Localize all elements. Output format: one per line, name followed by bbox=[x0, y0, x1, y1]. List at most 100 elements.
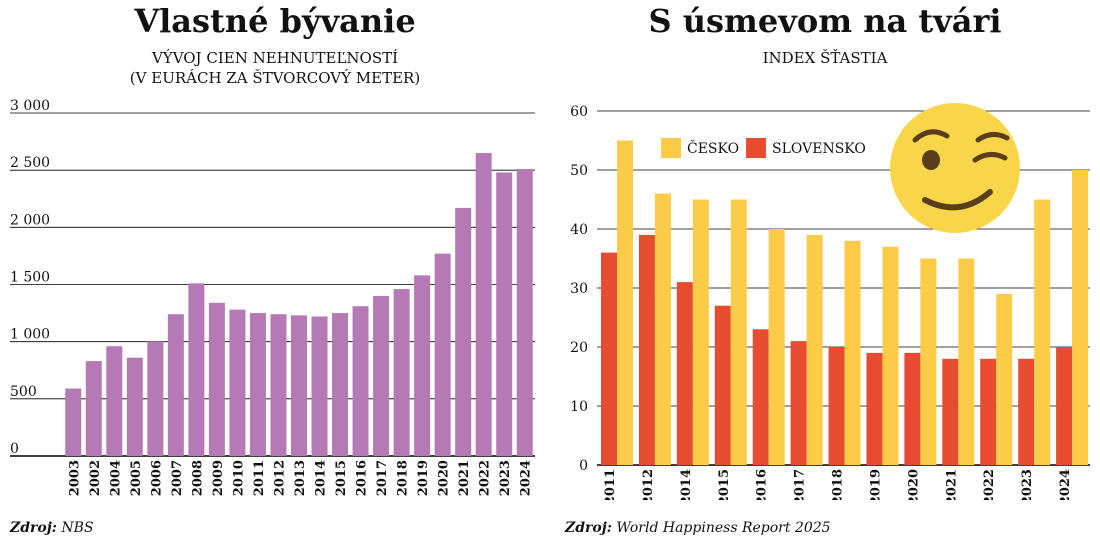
housing-x-tick-label: 2019 bbox=[416, 460, 431, 496]
happiness-y-tick-label: 60 bbox=[570, 104, 588, 120]
housing-x-tick-label: 2013 bbox=[293, 460, 308, 496]
housing-x-tick-label: 2010 bbox=[231, 460, 246, 496]
happiness-bar-cesko bbox=[882, 246, 899, 465]
housing-bar bbox=[290, 315, 308, 456]
happiness-bar-slovensko bbox=[714, 305, 731, 465]
housing-chart-title: Vlastné bývanie bbox=[134, 2, 416, 40]
happiness-bar-slovensko bbox=[1018, 358, 1035, 465]
housing-x-tick-label: 2007 bbox=[170, 460, 185, 496]
housing-bar bbox=[126, 357, 143, 456]
housing-y-tick-label: 1 000 bbox=[10, 327, 50, 343]
housing-price-chart: 0 500 1 000 1 500 2 000 2 500 3 000 2003 2002 200… bbox=[10, 98, 535, 496]
happiness-bar-cesko bbox=[844, 240, 861, 465]
happiness-bar-cesko bbox=[1072, 170, 1089, 465]
housing-chart-panel: Vlastné bývanie VÝVOJ CIEN NEHNUTEĽNOSTÍ… bbox=[10, 2, 535, 536]
housing-y-tick-label: 1 500 bbox=[10, 270, 50, 286]
housing-x-tick-label: 2012 bbox=[272, 460, 287, 496]
happiness-chart-title: S úsmevom na tvári bbox=[648, 2, 1002, 40]
housing-x-tick-label: 2002 bbox=[88, 460, 103, 496]
happiness-x-tick-label: 2024 bbox=[1058, 469, 1073, 500]
happiness-bar-cesko bbox=[920, 258, 937, 465]
happiness-x-tick-label: 2016 bbox=[755, 469, 770, 500]
housing-chart-subtitle-line2: (V EURÁCH ZA ŠTVORCOVÝ METER) bbox=[129, 69, 421, 87]
happiness-x-tick-label: 2022 bbox=[982, 469, 997, 500]
happiness-x-tick-label: 2018 bbox=[831, 469, 846, 500]
housing-x-tick-label: 2005 bbox=[129, 460, 144, 496]
happiness-x-tick-label: 2012 bbox=[641, 469, 656, 500]
housing-source-value: NBS bbox=[61, 520, 94, 536]
happiness-bar-slovensko bbox=[904, 352, 921, 465]
happiness-bar-slovensko bbox=[942, 358, 959, 465]
happiness-bar-slovensko bbox=[980, 358, 997, 465]
housing-x-tick-label: 2008 bbox=[190, 460, 205, 496]
happiness-bar-slovensko bbox=[638, 234, 655, 465]
happiness-bar-cesko bbox=[996, 293, 1013, 465]
housing-chart-subtitle-line1: VÝVOJ CIEN NEHNUTEĽNOSTÍ bbox=[151, 49, 399, 67]
winking-face-icon bbox=[890, 103, 1020, 233]
face-right-brow bbox=[975, 132, 1010, 143]
housing-bar bbox=[106, 346, 123, 456]
happiness-x-tick-label: 2023 bbox=[1020, 469, 1035, 500]
housing-x-tick-label: 2020 bbox=[437, 460, 452, 496]
housing-bar bbox=[311, 316, 328, 456]
happiness-bar-cesko bbox=[692, 199, 709, 465]
happiness-bar-cesko bbox=[730, 199, 747, 465]
happiness-bar-cesko bbox=[1034, 199, 1051, 465]
housing-x-tick-label: 2024 bbox=[519, 460, 534, 496]
happiness-bar-slovensko bbox=[676, 282, 693, 465]
housing-x-tick-label: 2023 bbox=[498, 460, 513, 496]
happiness-x-tick-label: 2015 bbox=[717, 469, 732, 500]
happiness-bar-slovensko bbox=[601, 252, 617, 465]
happiness-x-tick-label: 2021 bbox=[944, 469, 959, 500]
happiness-bar-cesko bbox=[958, 258, 975, 465]
happiness-bar-slovensko bbox=[866, 352, 883, 465]
housing-x-tick-label: 2014 bbox=[314, 460, 329, 496]
housing-bar bbox=[65, 388, 82, 456]
housing-x-tick-label: 2003 bbox=[67, 460, 82, 496]
happiness-x-tick-label: 2017 bbox=[793, 469, 808, 500]
housing-bar bbox=[434, 253, 451, 456]
happiness-bar-slovensko bbox=[1056, 347, 1073, 465]
housing-bar bbox=[516, 169, 533, 457]
face-left-brow bbox=[912, 129, 950, 143]
housing-source-label: Zdroj: bbox=[10, 520, 57, 536]
face-circle bbox=[890, 103, 1020, 233]
happiness-x-tick-label: 2011 bbox=[603, 469, 618, 500]
face-winking-eye bbox=[972, 152, 1008, 163]
happiness-source: Zdroj: World Happiness Report 2025 bbox=[565, 520, 831, 536]
housing-x-tick-label: 2017 bbox=[375, 460, 390, 496]
housing-y-tick-label: 2 000 bbox=[10, 212, 50, 228]
housing-x-tick-label: 2006 bbox=[149, 460, 164, 496]
housing-bar bbox=[455, 207, 472, 456]
legend-swatch-cesko bbox=[661, 138, 681, 158]
housing-x-tick-label: 2018 bbox=[396, 460, 411, 496]
housing-bar bbox=[188, 283, 205, 456]
happiness-chart-panel: S úsmevom na tvári INDEX ŠŤASTIA 0 10 20 30… bbox=[550, 0, 1100, 542]
housing-x-tick-label: 2009 bbox=[211, 460, 226, 496]
happiness-y-tick-label: 30 bbox=[570, 281, 588, 297]
housing-bar bbox=[270, 314, 287, 456]
housing-bar bbox=[352, 306, 369, 456]
happiness-y-tick-label: 0 bbox=[579, 458, 588, 474]
housing-bar bbox=[496, 172, 513, 456]
housing-y-tick-label: 3 000 bbox=[10, 98, 50, 114]
housing-bar bbox=[373, 295, 390, 456]
happiness-source-value: World Happiness Report 2025 bbox=[616, 520, 831, 536]
housing-bar bbox=[167, 314, 184, 456]
housing-x-tick-label: 2016 bbox=[355, 460, 370, 496]
happiness-chart-subtitle: INDEX ŠŤASTIA bbox=[762, 49, 888, 67]
legend-label-cesko: ČESKO bbox=[687, 139, 739, 157]
happiness-bar-slovensko bbox=[752, 329, 769, 465]
face-left-eye bbox=[922, 150, 940, 170]
housing-bar bbox=[85, 361, 102, 456]
housing-bar bbox=[249, 313, 266, 456]
housing-bar bbox=[332, 313, 349, 456]
housing-x-tick-label: 2015 bbox=[334, 460, 349, 496]
housing-bar bbox=[208, 302, 225, 456]
happiness-x-tick-label: 2014 bbox=[679, 469, 694, 500]
happiness-y-tick-label: 20 bbox=[570, 340, 588, 356]
happiness-bar-slovensko bbox=[790, 341, 807, 465]
housing-bar bbox=[393, 289, 410, 456]
happiness-y-tick-label: 40 bbox=[570, 222, 588, 238]
face-mouth bbox=[922, 189, 993, 211]
